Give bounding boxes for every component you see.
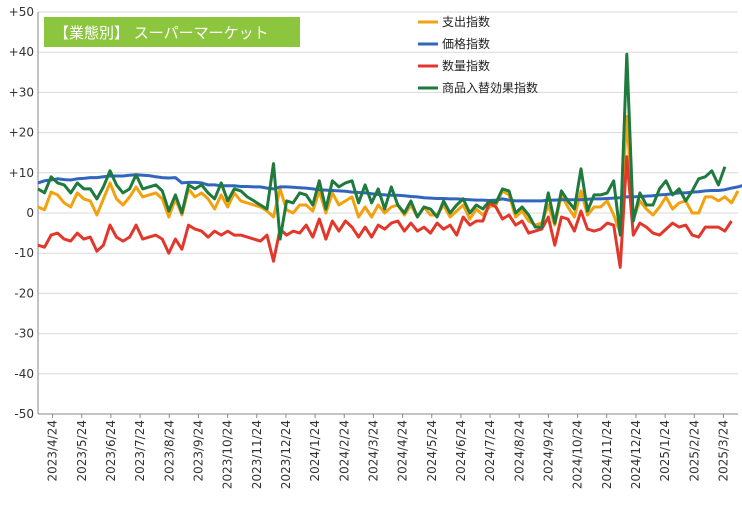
x-tick-label: 2024/6/24 bbox=[454, 420, 468, 482]
y-tick-label: 0 bbox=[26, 206, 34, 220]
y-tick-label: +30 bbox=[9, 85, 34, 99]
chart-title-background bbox=[44, 17, 300, 47]
y-tick-label: -50 bbox=[14, 407, 34, 421]
y-tick-label: -20 bbox=[14, 286, 34, 300]
y-tick-label: -30 bbox=[14, 327, 34, 341]
y-tick-label: +40 bbox=[9, 45, 34, 59]
x-tick-label: 2023/8/24 bbox=[162, 420, 176, 482]
y-tick-label: +50 bbox=[9, 5, 34, 19]
x-tick-label: 2024/4/24 bbox=[396, 420, 410, 482]
y-tick-label: -40 bbox=[14, 367, 34, 381]
x-tick-label: 2024/12/24 bbox=[629, 420, 643, 489]
series-line-2 bbox=[37, 155, 733, 269]
y-tick-label: -10 bbox=[14, 246, 34, 260]
x-tick-label: 2024/8/24 bbox=[512, 420, 526, 482]
x-tick-label: 2024/3/24 bbox=[366, 420, 380, 482]
x-tick-label: 2024/7/24 bbox=[483, 420, 497, 482]
x-tick-label: 2025/1/24 bbox=[658, 420, 672, 482]
chart-title: 【業態別】 スーパーマーケット bbox=[54, 24, 269, 42]
x-tick-label: 2024/5/24 bbox=[425, 420, 439, 482]
legend-label-1: 価格指数 bbox=[442, 36, 490, 51]
series-lines bbox=[37, 52, 742, 269]
y-tick-label: +10 bbox=[9, 166, 34, 180]
series-line-3 bbox=[37, 52, 727, 241]
x-tick-label: 2023/11/24 bbox=[250, 420, 264, 489]
x-tick-label: 2023/12/24 bbox=[279, 420, 293, 489]
x-tick-label: 2025/3/24 bbox=[716, 420, 730, 482]
x-tick-label: 2023/10/24 bbox=[221, 420, 235, 489]
x-tick-label: 2024/2/24 bbox=[337, 420, 351, 482]
legend-label-2: 数量指数 bbox=[442, 58, 490, 73]
y-tick-label: +20 bbox=[9, 126, 34, 140]
chart-title-box: 【業態別】 スーパーマーケット bbox=[44, 17, 300, 47]
x-tick-label: 2023/5/24 bbox=[75, 420, 89, 482]
x-tick-label: 2023/9/24 bbox=[191, 420, 205, 482]
x-tick-label: 2025/2/24 bbox=[687, 420, 701, 482]
series-line-1 bbox=[37, 173, 742, 203]
x-tick-label: 2024/1/24 bbox=[308, 420, 322, 482]
x-tick-label: 2023/6/24 bbox=[104, 420, 118, 482]
x-axis: 2023/4/24 2023/5/24 2023/6/24 2023/7/24 2023… bbox=[38, 413, 738, 489]
x-tick-label: 2024/10/24 bbox=[571, 420, 585, 489]
x-tick-label: 2023/4/24 bbox=[46, 420, 60, 482]
y-axis: +50 +40 +30 +20 +10 0 -10 -20 -30 -40 -50 bbox=[9, 5, 39, 421]
legend-label-3: 商品入替効果指数 bbox=[442, 80, 538, 95]
x-tick-label: 2023/7/24 bbox=[133, 420, 147, 482]
x-tick-label: 2024/11/24 bbox=[600, 420, 614, 489]
x-tick-label: 2024/9/24 bbox=[541, 420, 555, 482]
legend-label-0: 支出指数 bbox=[442, 14, 490, 29]
